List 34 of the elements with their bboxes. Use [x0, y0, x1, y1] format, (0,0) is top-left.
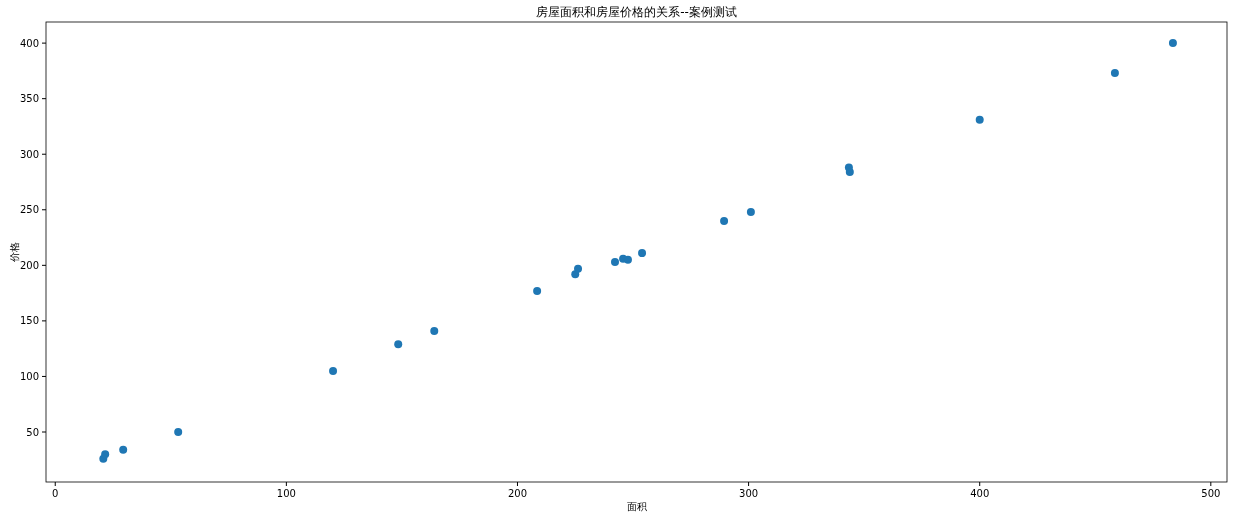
- point: [174, 428, 183, 436]
- point: [845, 168, 854, 176]
- point: [430, 326, 439, 335]
- point: [394, 340, 403, 349]
- point: [574, 264, 583, 273]
- point: [746, 208, 755, 216]
- x-tick-label: 300: [739, 488, 759, 499]
- y-tick-label: 150: [19, 315, 39, 327]
- x-axis-title: 面积: [626, 501, 647, 512]
- y-tick-label: 100: [19, 370, 39, 382]
- y-tick-label: 50: [26, 426, 39, 438]
- x-tick-label: 400: [970, 488, 990, 499]
- point: [533, 286, 542, 295]
- point: [623, 255, 632, 264]
- point: [101, 450, 110, 459]
- chart-title: 房屋面积和房屋价格的关系--案例测试: [536, 5, 737, 19]
- x-tick-label: 500: [1201, 488, 1221, 499]
- y-tick-label: 350: [19, 93, 39, 105]
- y-axis-title: 价格: [9, 242, 20, 263]
- point: [1110, 69, 1119, 78]
- y-tick-label: 200: [19, 259, 39, 271]
- point: [638, 249, 647, 258]
- y-tick-label: 300: [19, 148, 39, 160]
- point: [329, 366, 338, 375]
- x-tick-label: 200: [507, 488, 528, 499]
- point: [611, 258, 620, 266]
- x-tick-label: 0: [52, 488, 59, 499]
- y-tick-label: 250: [19, 204, 39, 216]
- point: [119, 445, 128, 454]
- y-tick-label: 400: [19, 37, 39, 49]
- point: [975, 115, 984, 124]
- point: [720, 216, 729, 225]
- point: [1168, 39, 1177, 48]
- x-tick-label: 100: [276, 488, 296, 499]
